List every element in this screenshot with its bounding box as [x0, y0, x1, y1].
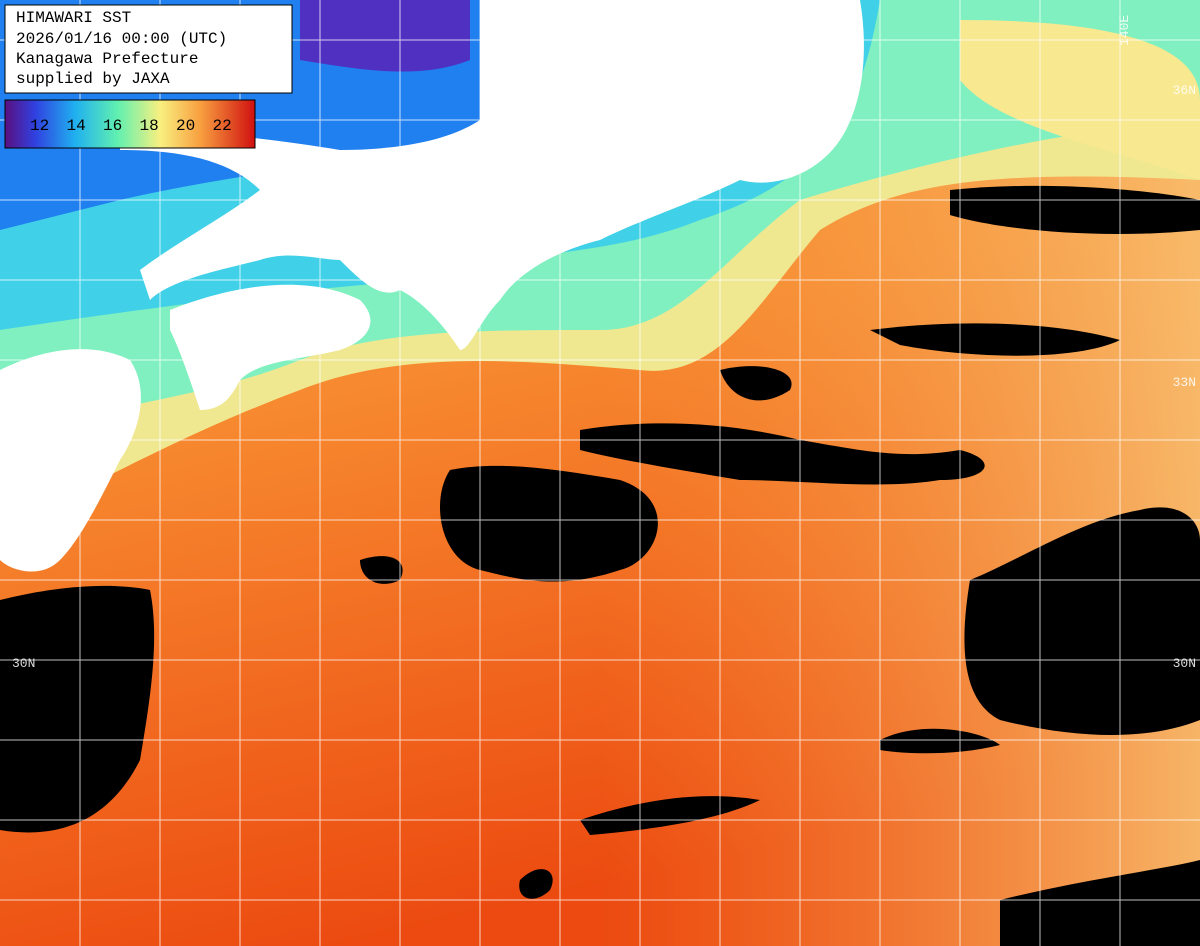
lat-label: 33: [12, 375, 28, 390]
legend-label: 18: [140, 117, 159, 135]
color-legend: 12 14 16 18 20 22: [4, 99, 256, 149]
legend-label: 12: [30, 117, 49, 135]
legend-label: 14: [67, 117, 86, 135]
lat-label: 33N: [1173, 375, 1196, 390]
info-line: 2026/01/16 00:00 (UTC): [16, 30, 227, 48]
legend-label: 20: [176, 117, 195, 135]
info-line: supplied by JAXA: [16, 70, 170, 88]
info-line: Kanagawa Prefecture: [16, 50, 198, 68]
lon-label: 136E: [485, 15, 500, 46]
lat-label: 36N: [1173, 83, 1196, 98]
lat-label: 30N: [12, 656, 35, 671]
lat-label: 30N: [1173, 656, 1196, 671]
legend-label: 16: [103, 117, 122, 135]
lon-label: 140E: [1117, 15, 1132, 46]
legend-label: 22: [213, 117, 232, 135]
clouds: [0, 185, 1200, 946]
info-line: HIMAWARI SST: [16, 9, 131, 27]
info-box: HIMAWARI SST 2026/01/16 00:00 (UTC) Kana…: [4, 4, 293, 94]
